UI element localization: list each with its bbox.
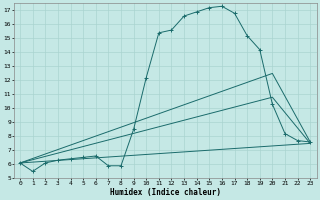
- X-axis label: Humidex (Indice chaleur): Humidex (Indice chaleur): [110, 188, 220, 197]
